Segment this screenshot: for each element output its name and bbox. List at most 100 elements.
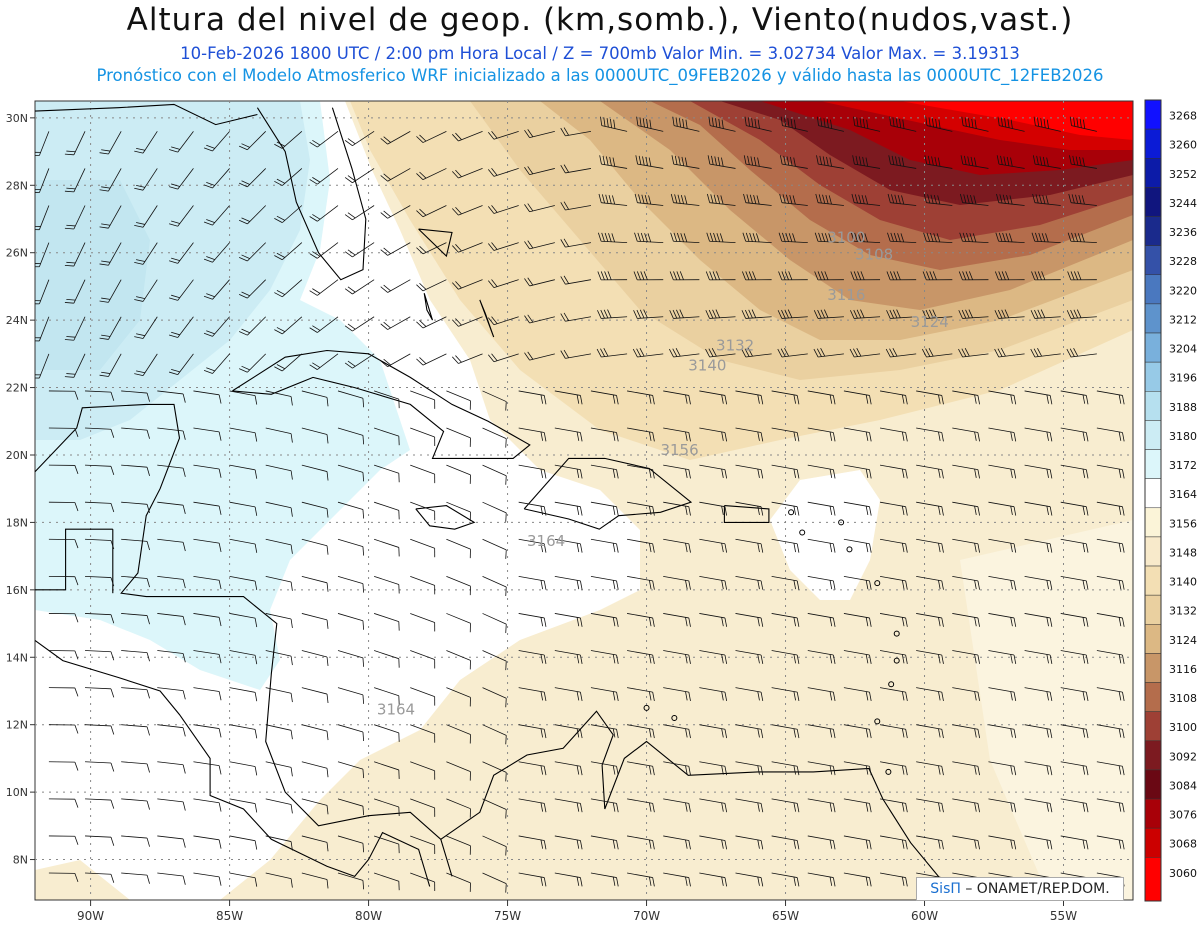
barb-flag [816, 348, 822, 357]
barb-shaft [916, 575, 942, 582]
barb-flag [1079, 156, 1082, 166]
wind-barb [134, 131, 158, 154]
barb-flag [891, 194, 895, 204]
barb-flag [1002, 194, 1006, 204]
barb-flag [182, 653, 186, 663]
colorbar-swatch [1144, 798, 1162, 829]
barb-shaft [229, 538, 256, 545]
barb-flag [218, 505, 222, 515]
barb-shaft [1035, 125, 1061, 132]
barb-flag [1040, 118, 1043, 128]
barb-flag [1049, 803, 1053, 813]
barb-flag [276, 327, 286, 333]
wind-barb [706, 193, 736, 206]
barb-flag [146, 578, 150, 588]
wind-barb [446, 687, 471, 707]
barb-flag [648, 802, 652, 812]
barb-flag [790, 118, 793, 128]
wind-barb [344, 316, 375, 332]
barb-flag [784, 117, 787, 127]
barb-flag [543, 432, 547, 442]
barb-flag [934, 156, 938, 166]
barb-shaft [422, 205, 447, 218]
barb-flag [688, 617, 691, 627]
barb-shaft [916, 390, 942, 396]
barb-flag [64, 264, 74, 267]
wind-barb [952, 575, 980, 590]
wind-barb [301, 798, 329, 815]
barb-shaft [854, 316, 881, 319]
barb-shaft [554, 501, 581, 508]
barb-flag [171, 331, 180, 336]
barb-flag [757, 157, 760, 167]
barb-flag [608, 233, 612, 242]
wind-barb [598, 193, 628, 206]
barb-flag [1009, 195, 1013, 205]
barb-flag [612, 157, 616, 167]
y-tick-label: 10N [6, 786, 28, 799]
barb-shaft [1096, 687, 1123, 693]
wind-barb [663, 798, 691, 813]
barb-shaft [265, 390, 292, 397]
barb-shaft [282, 316, 303, 335]
barb-flag [922, 271, 927, 281]
wind-barb [452, 316, 483, 327]
barb-flag [869, 543, 872, 553]
barb-shaft [301, 650, 328, 658]
colorbar-label: 3260 [1169, 139, 1197, 152]
wind-barb [669, 271, 700, 281]
barb-flag [203, 147, 213, 152]
barb-flag [606, 118, 609, 128]
wind-barb [157, 872, 186, 885]
barb-shaft [879, 835, 906, 841]
barb-flag [1082, 802, 1086, 812]
barb-shaft [157, 613, 184, 617]
barb-shaft [745, 163, 772, 169]
wind-barb [446, 575, 471, 596]
barb-flag [1046, 119, 1049, 129]
wind-barb [590, 724, 619, 739]
barb-flag [779, 193, 783, 203]
barb-shaft [590, 427, 617, 433]
barb-flag [580, 617, 583, 627]
barb-flag [609, 118, 613, 128]
barb-flag [64, 190, 74, 193]
colorbar-frame [1144, 99, 1162, 902]
barb-flag [688, 692, 691, 702]
barb-flag [644, 233, 648, 242]
barb-shaft [73, 316, 86, 341]
barb-flag [543, 766, 547, 776]
wind-barb [446, 538, 471, 559]
wind-barb [64, 168, 86, 193]
wind-barb [169, 279, 194, 301]
barb-flag [652, 543, 655, 553]
colorbar-swatch [1144, 507, 1162, 538]
wind-barb [671, 155, 700, 169]
wind-barb [229, 650, 258, 665]
wind-barb [48, 613, 79, 623]
barb-shaft [410, 538, 435, 549]
y-tick-label: 28N [6, 179, 28, 192]
barb-shaft [482, 872, 507, 885]
barb-flag [974, 654, 977, 664]
barb-flag [527, 129, 534, 138]
barb-flag [757, 543, 760, 553]
barb-shaft [1024, 650, 1051, 656]
barb-flag [781, 309, 786, 319]
wind-barb [410, 872, 436, 892]
barb-shaft [142, 168, 158, 191]
wind-barb [916, 724, 944, 739]
barb-flag [901, 765, 905, 775]
barb-flag [1122, 729, 1125, 739]
barb-flag [203, 258, 213, 263]
barb-shaft [771, 427, 798, 433]
barb-flag [905, 766, 908, 776]
coastlines [34, 103, 967, 901]
wind-barb [921, 348, 953, 358]
wind-barb [265, 613, 293, 629]
barb-flag [613, 119, 616, 129]
barb-flag [958, 348, 964, 358]
wind-barb [1067, 271, 1097, 281]
barb-flag [576, 802, 580, 812]
barb-flag [1122, 506, 1125, 516]
